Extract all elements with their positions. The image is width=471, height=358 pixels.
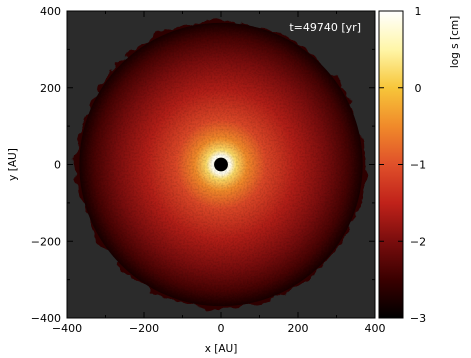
x-tick-label: −200 — [129, 322, 159, 335]
colorbar-label: log s [cm] — [449, 16, 461, 68]
x-tick-label: 200 — [288, 322, 309, 335]
colorbar-tick-label: −1 — [410, 159, 426, 172]
time-annotation: t=49740 [yr] — [289, 21, 361, 34]
colorbar: 1 0 −1 −2 −3 log s [cm] — [378, 5, 461, 325]
colorbar-tick-label: −3 — [410, 312, 426, 325]
y-tick-label: −400 — [31, 312, 61, 325]
y-axis-label: y [AU] — [7, 148, 19, 181]
x-axis-label: x [AU] — [205, 343, 238, 355]
y-tick-label: 0 — [54, 159, 61, 172]
colorbar-tick-label: 0 — [415, 82, 422, 95]
y-tick-label: 200 — [40, 82, 61, 95]
y-ticks: −400 −200 0 200 400 — [31, 5, 375, 325]
central-hole — [214, 157, 228, 172]
x-tick-label: 400 — [365, 322, 386, 335]
colorbar-tick-label: 1 — [415, 5, 422, 18]
x-ticks: −400 −200 0 200 400 — [52, 11, 386, 335]
colorbar-tick-label: −2 — [410, 235, 426, 248]
plot-area: −400 −200 0 200 400 −400 −200 0 200 400 t=49740 … — [7, 5, 386, 355]
colorbar-ticks: 1 0 −1 −2 −3 — [379, 5, 426, 325]
y-tick-label: 400 — [40, 5, 61, 18]
x-tick-label: −400 — [52, 322, 82, 335]
x-tick-label: 0 — [218, 322, 225, 335]
y-tick-label: −200 — [31, 235, 61, 248]
